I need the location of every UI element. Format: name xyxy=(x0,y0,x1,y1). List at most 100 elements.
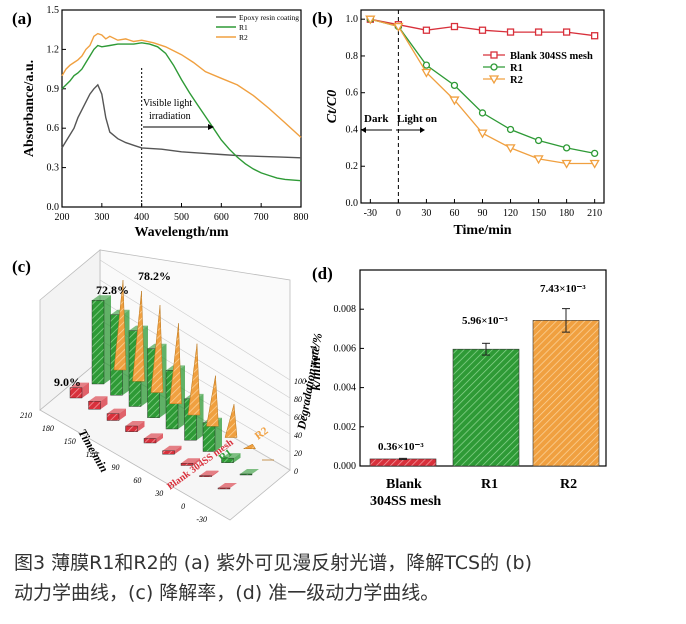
d-ytick-label-1: 0.002 xyxy=(334,422,357,433)
a-xtick-label-2: 400 xyxy=(134,212,149,223)
a-xtick-label-6: 800 xyxy=(294,212,309,223)
panel-b-dark-label: Dark xyxy=(364,113,389,125)
b-xtick-label-2: 30 xyxy=(421,208,431,219)
b-point-1-4 xyxy=(478,109,487,117)
c-time-tick-2: 150 xyxy=(64,437,76,446)
c-time-tick-6: 30 xyxy=(154,489,163,498)
c-bar-side-0-7 xyxy=(211,470,219,477)
c-bar-side-1-7 xyxy=(233,453,241,463)
b-point-2-0 xyxy=(365,15,376,25)
panel-c-value-r1: 72.8% xyxy=(96,283,129,297)
panel-b-light-label: Light on xyxy=(397,113,437,125)
c-bar-0-0 xyxy=(69,387,83,399)
c-rate-tick-5: 100 xyxy=(294,377,306,386)
c-grid-line-4 xyxy=(99,279,291,399)
panel-b-dark-arrowhead xyxy=(361,127,366,133)
c-bar-0-7 xyxy=(199,475,212,477)
panel-d-value-r2: 7.43×10⁻³ xyxy=(540,283,586,295)
legend-label-r2: R2 xyxy=(239,33,248,42)
c-bar-2-1 xyxy=(132,290,145,382)
b-point-2-6 xyxy=(533,155,544,165)
a-ytick-label-1: 0.3 xyxy=(47,163,60,174)
b-ytick-label-3: 0.6 xyxy=(346,88,359,99)
c-bar-top-0-4 xyxy=(144,433,163,439)
figure-caption: 图3 薄膜R1和R2的 (a) 紫外可见漫反射光谱，降解TCS的 (b) 动力学… xyxy=(14,548,678,608)
c-bar-side-0-1 xyxy=(100,396,108,410)
panel-a-legend: Epoxy resin coating R1 R2 xyxy=(216,13,299,42)
panel-a-annotation-line1: Visible light xyxy=(143,98,192,109)
panel-d-category-blank-line2: 304SS mesh xyxy=(370,494,441,509)
b-xtick-label-6: 150 xyxy=(531,208,546,219)
panel-a-irradiation-arrowhead xyxy=(208,124,214,130)
c-bar-0-1 xyxy=(88,401,101,410)
panel-b-legend: Blank 304SS mesh R1 R2 xyxy=(483,51,593,86)
a-series-line-2 xyxy=(61,32,302,138)
legend-marker-r1-b xyxy=(490,63,498,71)
c-bar-side-0-2 xyxy=(119,408,126,421)
a-ytick-label-3: 0.9 xyxy=(47,84,60,95)
c-bar-top-0-2 xyxy=(107,408,126,414)
legend-marker-blank xyxy=(490,51,498,59)
c-rate-tick-0: 0 xyxy=(294,467,298,476)
b-point-1-8 xyxy=(591,149,599,158)
b-point-0-8 xyxy=(591,32,599,40)
c-bar-top-0-6 xyxy=(181,458,200,464)
legend-label-blank: Blank 304SS mesh xyxy=(510,51,593,62)
d-ytick-label-2: 0.004 xyxy=(334,383,357,394)
legend-label-r1-b: R1 xyxy=(510,63,523,74)
c-rate-tick-2: 40 xyxy=(294,431,302,440)
c-bar-2-5 xyxy=(206,375,219,427)
b-ytick-label-5: 1.0 xyxy=(346,14,359,25)
b-point-2-7 xyxy=(561,159,572,169)
c-bar-side-0-6 xyxy=(193,458,200,466)
c-bar-top-0-5 xyxy=(162,445,182,451)
c-rate-tick-4: 80 xyxy=(294,395,302,404)
c-bar-1-6 xyxy=(202,422,216,452)
caption-line-2: 动力学曲线，(c) 降解率，(d) 准一级动力学曲线。 xyxy=(14,582,440,604)
legend-marker-r2-b xyxy=(488,75,500,85)
c-bar-2-7 xyxy=(243,443,256,449)
c-time-tick-8: -30 xyxy=(196,515,207,524)
c-rate-tick-3: 60 xyxy=(294,413,302,422)
c-bar-1-7 xyxy=(221,457,234,463)
d-yaxis-title: k/min⁻¹ xyxy=(309,345,324,390)
b-point-0-7 xyxy=(562,28,571,36)
d-bar-1 xyxy=(452,348,520,467)
b-ytick-label-1: 0.2 xyxy=(346,161,359,172)
panel-d-category-r1: R1 xyxy=(481,477,498,492)
panel-d-value-blank: 0.36×10⁻³ xyxy=(378,441,424,453)
a-xtick-label-1: 300 xyxy=(94,212,109,223)
panel-b-label: (b) xyxy=(312,9,333,28)
c-bar-side-1-0 xyxy=(104,295,111,384)
a-xaxis-title: Wavelength/nm xyxy=(134,225,228,240)
b-point-0-6 xyxy=(534,28,543,36)
legend-label-r2-b: R2 xyxy=(510,75,523,86)
d-bar-2 xyxy=(532,320,600,467)
b-xtick-label-4: 90 xyxy=(478,208,488,219)
caption-line-1: 图3 薄膜R1和R2的 (a) 紫外可见漫反射光谱，降解TCS的 (b) xyxy=(14,552,533,574)
panel-c-3d-degradation-chart: 0 20 40 60 80 100 210 180 150 120 90 60 30 0 -30 (c) 7… xyxy=(12,249,325,524)
legend-label-r1: R1 xyxy=(239,23,248,32)
b-xtick-label-3: 60 xyxy=(449,208,459,219)
b-point-1-2 xyxy=(422,61,431,69)
c-time-tick-1: 180 xyxy=(42,424,54,433)
b-point-2-5 xyxy=(505,144,516,154)
legend-label-epoxy: Epoxy resin coating xyxy=(239,13,299,22)
b-point-0-3 xyxy=(450,22,459,31)
c-bar-side-0-5 xyxy=(174,445,182,455)
a-xtick-label-3: 500 xyxy=(174,212,189,223)
c-bar-2-3 xyxy=(169,323,182,404)
panel-d-rate-constant-chart: 0.000 0.002 0.004 0.006 0.008 k/min⁻¹ (d) 0.3… xyxy=(309,264,607,509)
panel-b-light-arrowhead xyxy=(420,127,425,133)
c-bar-1-0 xyxy=(91,300,105,385)
c-bar-side-0-0 xyxy=(82,382,89,398)
figure-canvas: 200 300 400 500 600 700 8000.00.30.60.91.21.5W… xyxy=(12,5,607,524)
panel-c-label: (c) xyxy=(12,257,31,276)
b-xtick-label-8: 210 xyxy=(587,208,602,219)
b-point-1-6 xyxy=(534,136,543,145)
b-point-1-3 xyxy=(450,81,459,90)
a-ytick-label-0: 0.0 xyxy=(47,202,60,213)
c-bar-2-6 xyxy=(224,404,238,438)
a-xtick-label-4: 600 xyxy=(214,212,229,223)
c-bar-0-6 xyxy=(180,463,194,466)
